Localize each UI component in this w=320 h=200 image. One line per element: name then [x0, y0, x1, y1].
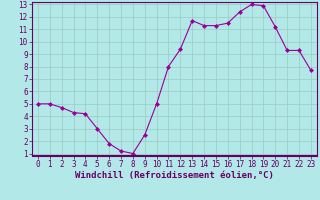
X-axis label: Windchill (Refroidissement éolien,°C): Windchill (Refroidissement éolien,°C) — [75, 171, 274, 180]
